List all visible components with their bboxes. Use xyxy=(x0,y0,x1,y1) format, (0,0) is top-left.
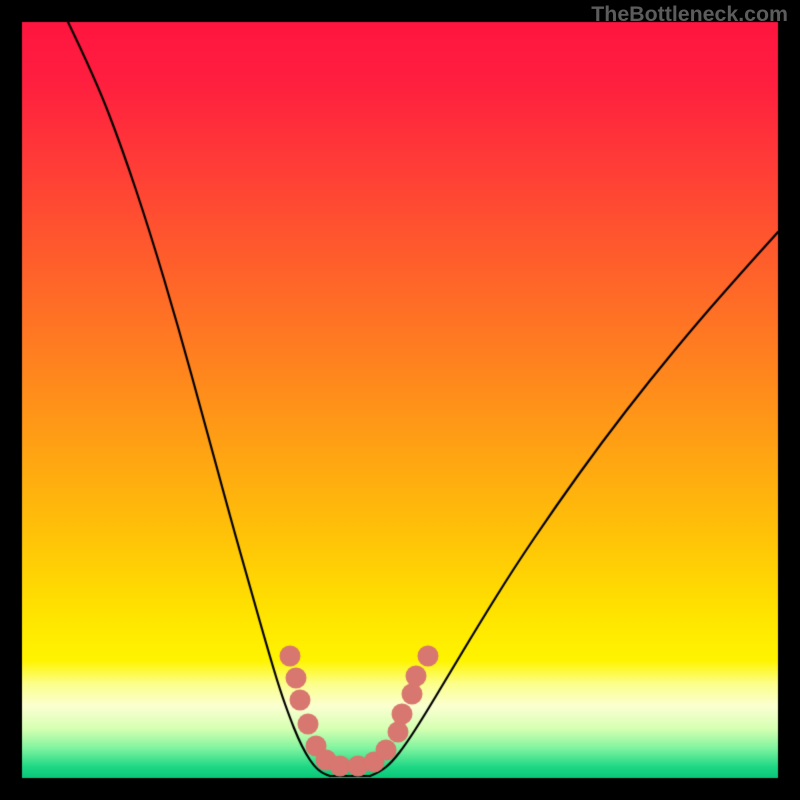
watermark-text: TheBottleneck.com xyxy=(591,2,788,27)
bottleneck-chart xyxy=(0,0,800,800)
